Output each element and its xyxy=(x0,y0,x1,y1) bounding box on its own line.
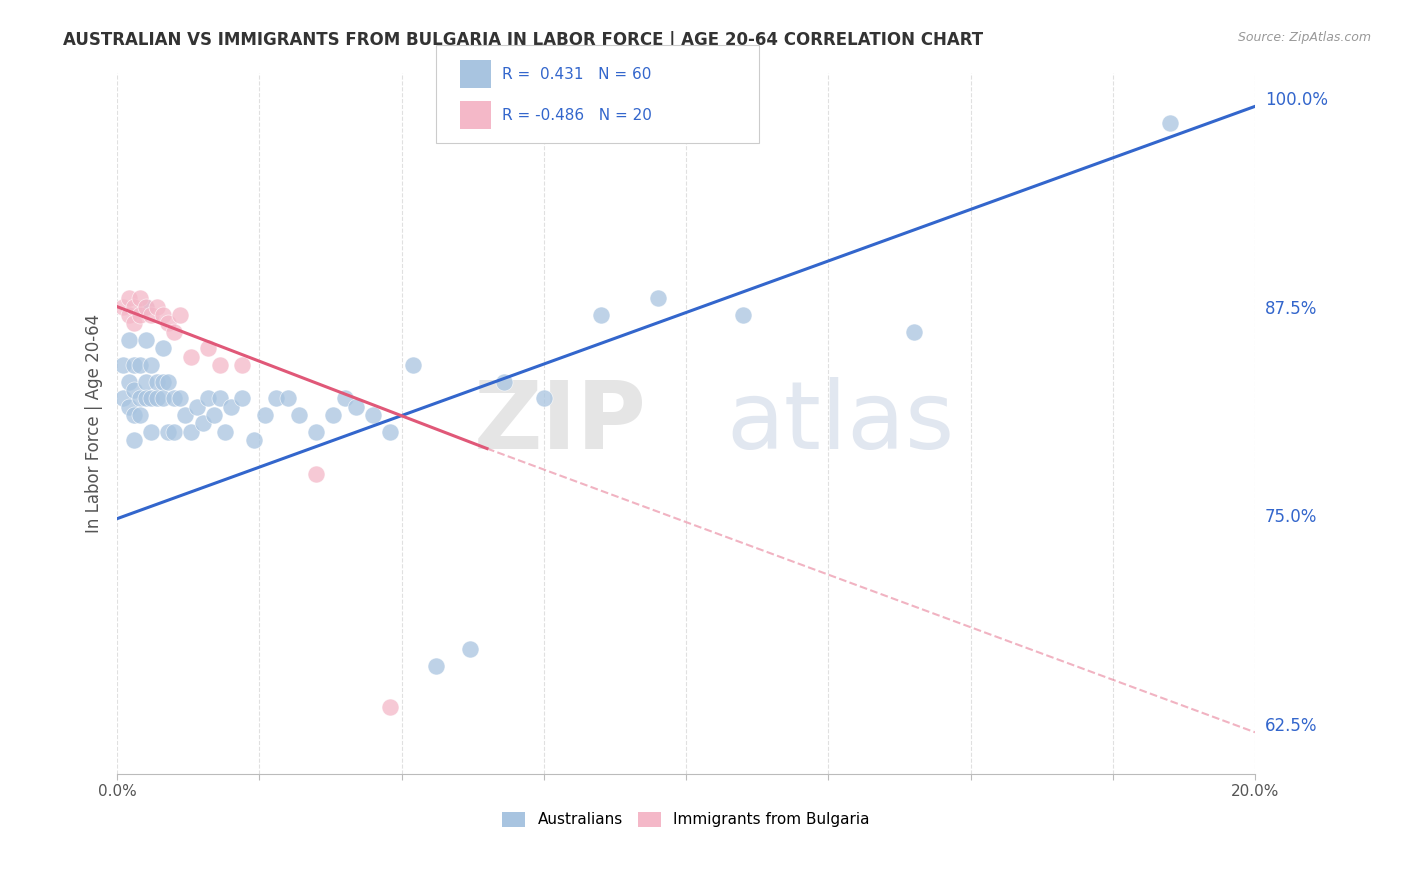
Point xyxy=(163,325,186,339)
Point xyxy=(129,358,152,372)
Point xyxy=(117,400,139,414)
Point xyxy=(647,291,669,305)
Point xyxy=(122,433,145,447)
Point xyxy=(180,425,202,439)
Point xyxy=(111,392,134,406)
Point xyxy=(277,392,299,406)
Point xyxy=(129,392,152,406)
Point xyxy=(157,375,180,389)
Point xyxy=(288,408,311,422)
Point xyxy=(254,408,277,422)
Point xyxy=(458,641,481,656)
Point xyxy=(903,325,925,339)
Point xyxy=(129,408,152,422)
Point xyxy=(141,308,163,322)
Point xyxy=(242,433,264,447)
Point xyxy=(129,308,152,322)
Point xyxy=(266,392,288,406)
Point xyxy=(157,425,180,439)
Point xyxy=(197,392,219,406)
Point xyxy=(117,333,139,347)
Point xyxy=(163,425,186,439)
Point xyxy=(380,700,402,714)
Point xyxy=(202,408,225,422)
Point xyxy=(402,358,425,372)
Point xyxy=(152,375,174,389)
Point xyxy=(208,358,231,372)
Point xyxy=(305,425,328,439)
Text: R = -0.486   N = 20: R = -0.486 N = 20 xyxy=(502,108,652,122)
Point xyxy=(425,658,447,673)
Point xyxy=(589,308,612,322)
Point xyxy=(305,467,328,481)
Point xyxy=(135,333,157,347)
Point xyxy=(197,342,219,356)
Point xyxy=(146,375,169,389)
Point xyxy=(174,408,197,422)
Point xyxy=(135,375,157,389)
Point xyxy=(122,408,145,422)
Point xyxy=(344,400,367,414)
Point xyxy=(117,375,139,389)
Point xyxy=(157,317,180,331)
Point xyxy=(333,392,356,406)
Point xyxy=(111,300,134,314)
Point xyxy=(146,392,169,406)
Point xyxy=(135,300,157,314)
Point xyxy=(141,392,163,406)
Point xyxy=(731,308,754,322)
Point xyxy=(533,392,555,406)
Point xyxy=(122,300,145,314)
Point xyxy=(492,375,515,389)
Point xyxy=(208,392,231,406)
Point xyxy=(169,308,191,322)
Point xyxy=(135,300,157,314)
Point xyxy=(141,425,163,439)
Point xyxy=(122,358,145,372)
Point xyxy=(231,358,253,372)
Point xyxy=(152,392,174,406)
Point xyxy=(117,291,139,305)
Point xyxy=(322,408,344,422)
Point xyxy=(169,392,191,406)
Point xyxy=(152,308,174,322)
Point xyxy=(219,400,242,414)
Point xyxy=(186,400,208,414)
Point xyxy=(191,417,214,431)
Point xyxy=(380,425,402,439)
Point xyxy=(122,383,145,397)
Point xyxy=(146,300,169,314)
Point xyxy=(152,342,174,356)
Point xyxy=(1159,116,1181,130)
Text: atlas: atlas xyxy=(725,377,955,469)
Point xyxy=(122,317,145,331)
Point xyxy=(111,358,134,372)
Point xyxy=(141,358,163,372)
Text: ZIP: ZIP xyxy=(474,377,647,469)
Point xyxy=(135,392,157,406)
Point xyxy=(231,392,253,406)
Legend: Australians, Immigrants from Bulgaria: Australians, Immigrants from Bulgaria xyxy=(496,805,876,834)
Point xyxy=(214,425,236,439)
Point xyxy=(129,291,152,305)
Text: Source: ZipAtlas.com: Source: ZipAtlas.com xyxy=(1237,31,1371,45)
Text: AUSTRALIAN VS IMMIGRANTS FROM BULGARIA IN LABOR FORCE | AGE 20-64 CORRELATION CH: AUSTRALIAN VS IMMIGRANTS FROM BULGARIA I… xyxy=(63,31,983,49)
Point xyxy=(163,392,186,406)
Point xyxy=(361,408,384,422)
Point xyxy=(180,350,202,364)
Text: R =  0.431   N = 60: R = 0.431 N = 60 xyxy=(502,67,651,81)
Y-axis label: In Labor Force | Age 20-64: In Labor Force | Age 20-64 xyxy=(86,314,103,533)
Point xyxy=(117,308,139,322)
